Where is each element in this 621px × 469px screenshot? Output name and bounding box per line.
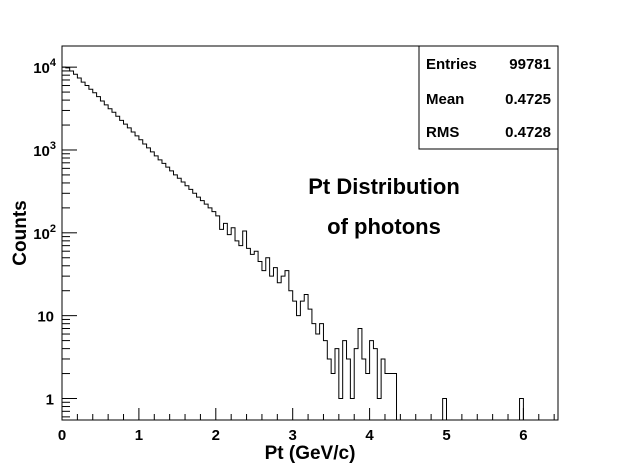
x-axis-label: Pt (GeV/c) <box>265 443 356 464</box>
axis-ticks <box>61 66 555 420</box>
x-tick-label: 0 <box>58 427 66 444</box>
y-tick-label: 102 <box>33 223 56 243</box>
stats-box: Entries 99781 Mean 0.4725 RMS 0.4728 <box>418 45 559 150</box>
stats-mean-value: 0.4725 <box>505 91 551 108</box>
y-tick-label: 1 <box>46 391 54 408</box>
stats-entries-value: 99781 <box>509 56 551 73</box>
y-tick-label: 104 <box>33 57 57 77</box>
y-tick-label: 10 <box>37 309 54 326</box>
x-tick-label: 3 <box>289 427 297 444</box>
x-tick-label: 2 <box>212 427 220 444</box>
y-tick-labels: 1 10 102 103 104 <box>33 57 57 408</box>
y-tick-label: 103 <box>33 140 56 160</box>
stats-box-frame <box>418 45 559 150</box>
stats-entries-label: Entries <box>426 56 477 73</box>
plot-frame <box>61 45 559 421</box>
x-tick-label: 6 <box>519 427 527 444</box>
x-tick-label: 4 <box>365 427 374 444</box>
stats-rms-label: RMS <box>426 124 459 141</box>
stats-mean-label: Mean <box>426 91 464 108</box>
chart-title-line-1: Pt Distribution <box>308 174 460 199</box>
x-tick-label: 1 <box>135 427 143 444</box>
y-axis-label: Counts <box>10 200 31 265</box>
x-tick-labels: 0 1 2 3 4 5 6 <box>58 427 528 444</box>
stats-rms-value: 0.4728 <box>505 124 551 141</box>
x-tick-label: 5 <box>442 427 450 444</box>
chart-title-line-2: of photons <box>327 214 441 239</box>
